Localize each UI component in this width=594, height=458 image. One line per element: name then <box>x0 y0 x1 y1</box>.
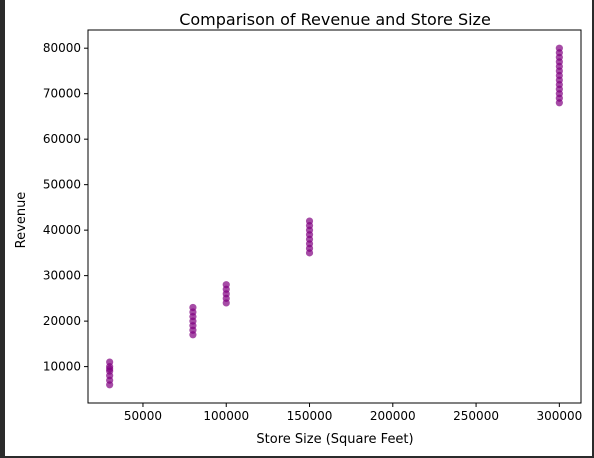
x-axis-label: Store Size (Square Feet) <box>256 432 413 447</box>
data-point <box>189 303 197 312</box>
y-tick-label: 40000 <box>43 223 81 237</box>
window-frame-right <box>592 0 594 458</box>
y-tick-label: 80000 <box>43 41 81 55</box>
data-point <box>222 281 230 289</box>
data-point <box>106 358 114 366</box>
x-axis-ticks: 50000 100000 150000 200000 250000 300000 <box>124 403 582 423</box>
data-point <box>555 44 563 52</box>
data-point <box>305 217 314 225</box>
x-tick-label: 150000 <box>287 409 333 423</box>
x-tick-label: 300000 <box>536 409 582 423</box>
window-frame-bottom <box>0 456 594 458</box>
y-tick-label: 20000 <box>43 314 81 328</box>
y-tick-label: 60000 <box>43 132 81 146</box>
y-tick-label: 30000 <box>43 269 81 283</box>
y-axis-ticks: 10000 20000 30000 40000 50000 60000 70000 80000 <box>43 41 88 374</box>
x-tick-label: 250000 <box>453 409 499 423</box>
window-frame-left <box>0 0 5 458</box>
y-tick-label: 50000 <box>43 178 81 192</box>
x-tick-label: 100000 <box>203 409 249 423</box>
y-tick-label: 10000 <box>43 360 81 374</box>
data-points <box>106 44 563 389</box>
plot-area <box>87 29 582 404</box>
x-tick-label: 50000 <box>124 409 162 423</box>
chart-title: Comparison of Revenue and Store Size <box>179 10 491 29</box>
y-axis-label: Revenue <box>14 192 29 249</box>
y-tick-label: 70000 <box>43 87 81 101</box>
x-tick-label: 200000 <box>370 409 416 423</box>
